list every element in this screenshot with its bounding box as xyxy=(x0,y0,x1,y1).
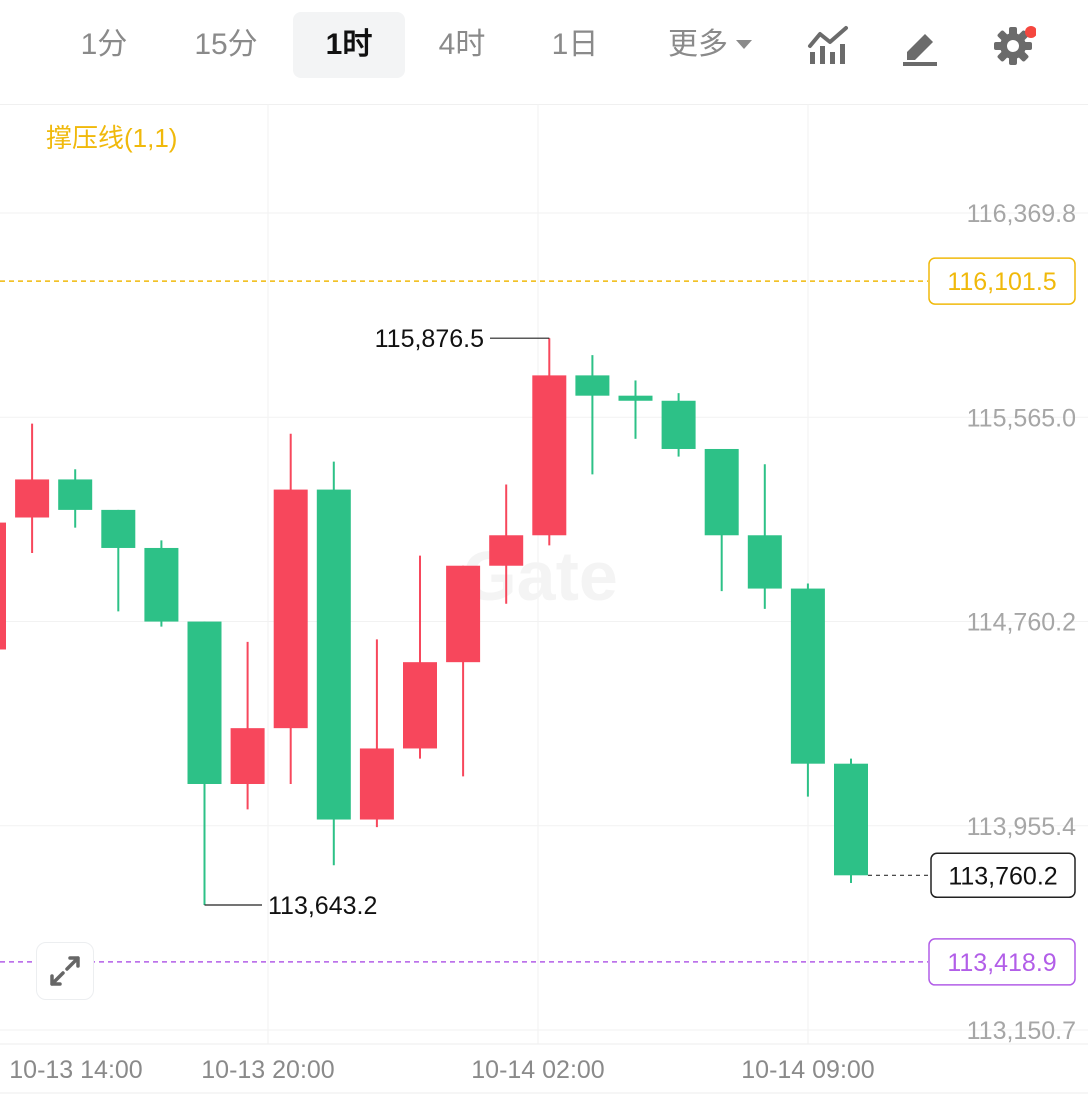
y-axis-tick-label: 115,565.0 xyxy=(967,404,1076,432)
tab-1day[interactable]: 1日 xyxy=(551,28,599,61)
candle-bullish[interactable] xyxy=(446,565,481,663)
high-price-label: 115,876.5 xyxy=(375,325,484,353)
support-price-tag xyxy=(928,938,1076,986)
tab-15min[interactable]: 15分 xyxy=(194,28,258,61)
more-dropdown[interactable]: 更多 xyxy=(650,12,770,78)
candle-bearish[interactable] xyxy=(58,479,93,510)
chevron-down-icon xyxy=(736,39,752,49)
watermark-logo: Gate xyxy=(462,537,618,615)
tab-1min[interactable]: 1分 xyxy=(80,28,128,61)
support-price-label: 113,418.9 xyxy=(947,949,1056,977)
resistance-price-label: 116,101.5 xyxy=(947,268,1056,296)
timeframe-toolbar: 1分 15分 1时 4时 1日 更多 xyxy=(0,0,1088,90)
y-axis-tick-label: 114,760.2 xyxy=(967,609,1076,637)
candle-bearish[interactable] xyxy=(704,448,739,536)
candle-bearish[interactable] xyxy=(575,375,610,396)
candle-bearish[interactable] xyxy=(618,395,653,401)
expand-icon xyxy=(50,956,80,986)
candle-bearish[interactable] xyxy=(834,763,868,876)
tab-4hour[interactable]: 4时 xyxy=(438,28,486,61)
last-price-tag xyxy=(930,852,1076,899)
low-price-label: 113,643.2 xyxy=(268,892,377,920)
x-axis-tick-label: 10-13 14:00 xyxy=(9,1056,142,1084)
pen-draw-icon[interactable] xyxy=(897,22,943,68)
candle-bearish[interactable] xyxy=(101,509,136,548)
candle-bullish[interactable] xyxy=(403,662,437,749)
candle-bearish[interactable] xyxy=(790,588,825,764)
y-axis-tick-label: 116,369.8 xyxy=(967,200,1076,228)
toolbar-divider xyxy=(0,104,1088,105)
y-axis-tick-label: 113,955.4 xyxy=(967,813,1076,841)
last-price-label: 113,760.2 xyxy=(948,862,1057,890)
resistance-price-tag xyxy=(928,257,1076,305)
gear-icon[interactable] xyxy=(990,22,1037,68)
candle-bullish[interactable] xyxy=(489,535,524,566)
candle-bearish[interactable] xyxy=(747,535,782,589)
candle-bullish[interactable] xyxy=(15,479,50,518)
x-axis-tick-label: 10-13 20:00 xyxy=(201,1056,334,1084)
candle-bearish[interactable] xyxy=(144,547,179,622)
candle-bullish[interactable] xyxy=(273,489,308,729)
y-axis-tick-label: 113,150.7 xyxy=(967,1017,1076,1045)
more-label: 更多 xyxy=(668,28,728,61)
candle-bearish[interactable] xyxy=(316,489,351,820)
expand-button[interactable] xyxy=(36,942,94,1000)
candle-bullish[interactable] xyxy=(359,748,394,820)
indicator-label: 撑压线(1,1) xyxy=(46,123,178,153)
candlestick-chart[interactable]: Gate 116,369.8 115,565.0 114,760.2 113,955.4… xyxy=(0,104,1088,1100)
candle-bullish[interactable] xyxy=(532,375,567,536)
x-axis-tick-label: 10-14 02:00 xyxy=(471,1056,604,1084)
candle-bullish[interactable] xyxy=(230,728,265,784)
candle-bearish[interactable] xyxy=(661,400,696,449)
candle-bearish[interactable] xyxy=(187,621,222,784)
tab-1hour[interactable]: 1时 xyxy=(293,12,405,78)
candle-bullish[interactable] xyxy=(0,522,6,650)
notification-badge xyxy=(1025,26,1037,38)
x-axis-tick-label: 10-14 09:00 xyxy=(741,1056,874,1084)
chart-indicator-icon[interactable] xyxy=(806,22,852,68)
